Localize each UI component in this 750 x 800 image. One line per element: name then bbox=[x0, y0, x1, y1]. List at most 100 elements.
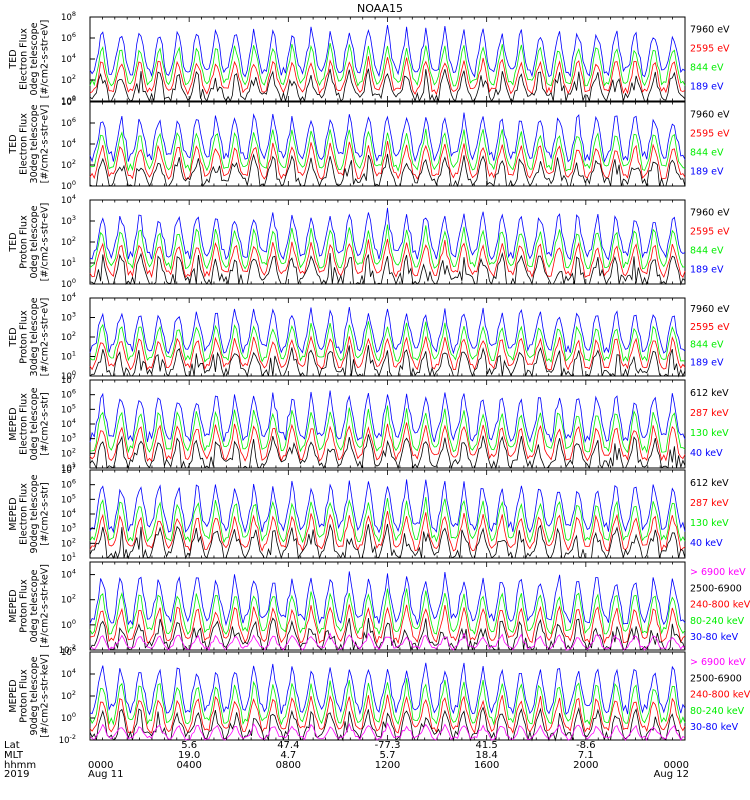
y-axis-label-line: Proton Flux bbox=[19, 579, 30, 633]
y-tick-exponent: -2 bbox=[70, 643, 76, 651]
legend-entry: 189 eV bbox=[690, 265, 724, 276]
y-tick-label: 103 bbox=[61, 214, 76, 227]
y-tick-exponent: 2 bbox=[72, 593, 76, 601]
y-tick-label: 102 bbox=[61, 689, 76, 702]
y-axis-label: MEPEDProton Flux90deg telescope[#/cm2-s-… bbox=[8, 654, 51, 738]
y-axis-label: MEPEDElectron Flux0deg telescope[#/cm2-s… bbox=[8, 387, 51, 460]
ephemeris-hhmm: 1200 bbox=[375, 760, 400, 771]
y-tick-exponent: 0 bbox=[72, 618, 76, 626]
series-trace-2 bbox=[89, 496, 686, 544]
y-tick-label: 106 bbox=[61, 388, 76, 401]
y-tick-label: 103 bbox=[61, 432, 76, 445]
series-trace-3 bbox=[89, 238, 686, 279]
legend-entry: 40 keV bbox=[690, 448, 723, 459]
ephemeris-hhmm: 0000 bbox=[88, 760, 113, 771]
y-tick-label: 104 bbox=[61, 52, 76, 65]
y-tick-label: 106 bbox=[61, 116, 76, 129]
legend-entry: 240-800 keV bbox=[690, 690, 750, 701]
y-tick-exponent: 1 bbox=[72, 461, 76, 469]
series-trace-4 bbox=[89, 434, 686, 470]
y-tick-exponent: 4 bbox=[72, 568, 76, 576]
series-trace-1 bbox=[89, 25, 686, 78]
y-tick-exponent: 4 bbox=[72, 417, 76, 425]
series-trace-1 bbox=[89, 207, 686, 261]
ephemeris-hhmm: 0800 bbox=[276, 760, 301, 771]
series-trace-3 bbox=[89, 422, 686, 463]
y-tick-exponent: 6 bbox=[72, 116, 76, 124]
y-axis-label-line: Proton Flux bbox=[19, 310, 30, 364]
y-axis-label: MEPEDProton Flux0deg telescope[#/cm2-s-s… bbox=[8, 564, 51, 648]
y-tick-exponent: 7 bbox=[72, 373, 76, 381]
series-trace-2 bbox=[89, 43, 686, 87]
y-tick-exponent: 1 bbox=[72, 350, 76, 358]
ephemeris-row-label: MLT bbox=[4, 750, 24, 761]
y-tick-exponent: 1 bbox=[72, 551, 76, 559]
y-tick-exponent: 4 bbox=[72, 667, 76, 675]
y-tick-exponent: 7 bbox=[72, 463, 76, 471]
y-tick-label: 104 bbox=[61, 667, 76, 680]
y-tick-label: 100 bbox=[61, 711, 76, 724]
legend-entry: 80-240 keV bbox=[690, 706, 745, 717]
series-trace-2 bbox=[89, 128, 686, 173]
y-axis-label-line: MEPED bbox=[8, 679, 19, 712]
y-tick-label: 102 bbox=[61, 536, 76, 549]
legend-entry: 7960 eV bbox=[690, 207, 730, 218]
ephemeris-date: Aug 11 bbox=[88, 769, 123, 780]
y-tick-exponent: 0 bbox=[72, 711, 76, 719]
y-axis-label-line: [#/cm2-s-str-eV] bbox=[40, 105, 51, 184]
ephemeris-lat: -8.6 bbox=[576, 740, 596, 751]
panel-frame bbox=[89, 199, 686, 285]
series-trace-2 bbox=[89, 224, 686, 271]
y-tick-label: 102 bbox=[61, 158, 76, 171]
y-axis-label-line: [#/cm2-s-str-eV] bbox=[40, 203, 51, 282]
y-tick-label: 100 bbox=[61, 179, 76, 192]
y-tick-label: 108 bbox=[61, 10, 76, 23]
legend-entry: 2595 eV bbox=[690, 43, 730, 54]
series-trace-2 bbox=[89, 588, 686, 636]
y-tick-exponent: 0 bbox=[72, 94, 76, 102]
y-tick-exponent: 4 bbox=[72, 291, 76, 299]
y-axis-label-line: 0deg telescope bbox=[29, 569, 40, 642]
y-axis-label-line: [#/cm2-s-str-keV] bbox=[40, 654, 51, 738]
series-trace-1 bbox=[89, 112, 686, 163]
ephemeris-mlt: 7.1 bbox=[578, 750, 594, 761]
chart-title: NOAA15 bbox=[357, 2, 403, 15]
panel-frame bbox=[89, 469, 686, 559]
y-tick-label: 106 bbox=[61, 31, 76, 44]
y-tick-exponent: 2 bbox=[72, 158, 76, 166]
y-tick-exponent: 0 bbox=[72, 277, 76, 285]
y-tick-label: 100 bbox=[61, 277, 76, 290]
y-tick-exponent: 2 bbox=[72, 689, 76, 697]
ephemeris-lat: 5.6 bbox=[181, 740, 197, 751]
y-tick-label: 103 bbox=[61, 311, 76, 324]
y-tick-exponent: 4 bbox=[72, 193, 76, 201]
series-trace-3 bbox=[89, 56, 686, 96]
legend-entry: 189 eV bbox=[690, 82, 724, 93]
y-axis-label-line: 30deg telescope bbox=[29, 104, 40, 183]
y-tick-label: 101 bbox=[61, 551, 76, 564]
y-axis-label-line: 90deg telescope bbox=[29, 474, 40, 553]
y-tick-label: 103 bbox=[61, 522, 76, 535]
series-trace-2 bbox=[89, 678, 686, 726]
legend-entry: 2500-6900 bbox=[690, 673, 742, 684]
series-trace-1 bbox=[89, 306, 686, 355]
series-trace-2 bbox=[89, 321, 686, 363]
ephemeris-lat: -77.3 bbox=[375, 740, 401, 751]
y-tick-exponent: 4 bbox=[72, 137, 76, 145]
y-tick-label: 102 bbox=[61, 593, 76, 606]
y-tick-label: 102 bbox=[61, 235, 76, 248]
y-axis-label-line: Electron Flux bbox=[19, 28, 30, 90]
series-trace-2 bbox=[89, 405, 686, 454]
ephemeris-lat: 41.5 bbox=[476, 740, 498, 751]
y-tick-label: 100 bbox=[61, 618, 76, 631]
legend-entry: 80-240 keV bbox=[690, 616, 745, 627]
legend-entry: 189 eV bbox=[690, 357, 724, 368]
legend-entry: > 6900 keV bbox=[690, 657, 746, 668]
y-tick-label: 10-2 bbox=[59, 733, 76, 746]
legend-entry: 130 keV bbox=[690, 518, 729, 529]
